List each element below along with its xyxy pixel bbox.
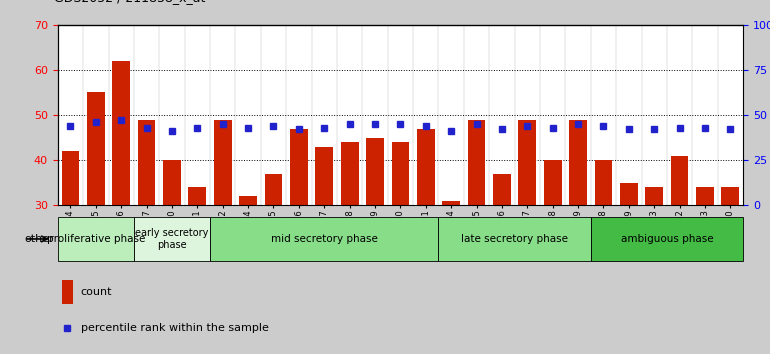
Bar xyxy=(417,129,434,205)
Bar xyxy=(138,120,156,205)
Bar xyxy=(620,183,638,205)
Bar xyxy=(62,280,73,304)
Text: proliferative phase: proliferative phase xyxy=(47,234,145,244)
Bar xyxy=(316,147,333,205)
Bar xyxy=(591,217,743,261)
Bar xyxy=(696,187,714,205)
Text: mid secretory phase: mid secretory phase xyxy=(271,234,378,244)
Bar xyxy=(493,174,511,205)
Bar xyxy=(341,142,359,205)
Bar xyxy=(594,160,612,205)
Bar xyxy=(58,217,134,261)
Text: ambiguous phase: ambiguous phase xyxy=(621,234,713,244)
Text: early secretory
phase: early secretory phase xyxy=(136,228,209,250)
Bar xyxy=(62,151,79,205)
Bar xyxy=(163,160,181,205)
Bar xyxy=(391,142,410,205)
Text: other: other xyxy=(24,234,54,244)
Text: GDS2052 / 211838_x_at: GDS2052 / 211838_x_at xyxy=(54,0,206,4)
Text: late secretory phase: late secretory phase xyxy=(461,234,568,244)
Bar xyxy=(112,61,130,205)
Bar xyxy=(265,174,283,205)
Bar xyxy=(189,187,206,205)
Bar xyxy=(210,217,438,261)
Bar xyxy=(438,217,591,261)
Bar xyxy=(671,156,688,205)
Text: percentile rank within the sample: percentile rank within the sample xyxy=(81,323,269,333)
Bar xyxy=(87,92,105,205)
Bar xyxy=(134,217,210,261)
Bar xyxy=(467,120,485,205)
Text: count: count xyxy=(81,287,112,297)
Bar xyxy=(290,129,308,205)
Bar xyxy=(721,187,739,205)
Bar xyxy=(569,120,587,205)
Bar xyxy=(645,187,663,205)
Bar xyxy=(366,138,384,205)
Bar xyxy=(239,196,257,205)
Bar xyxy=(442,201,460,205)
Bar xyxy=(214,120,232,205)
Bar xyxy=(518,120,536,205)
Bar xyxy=(544,160,561,205)
